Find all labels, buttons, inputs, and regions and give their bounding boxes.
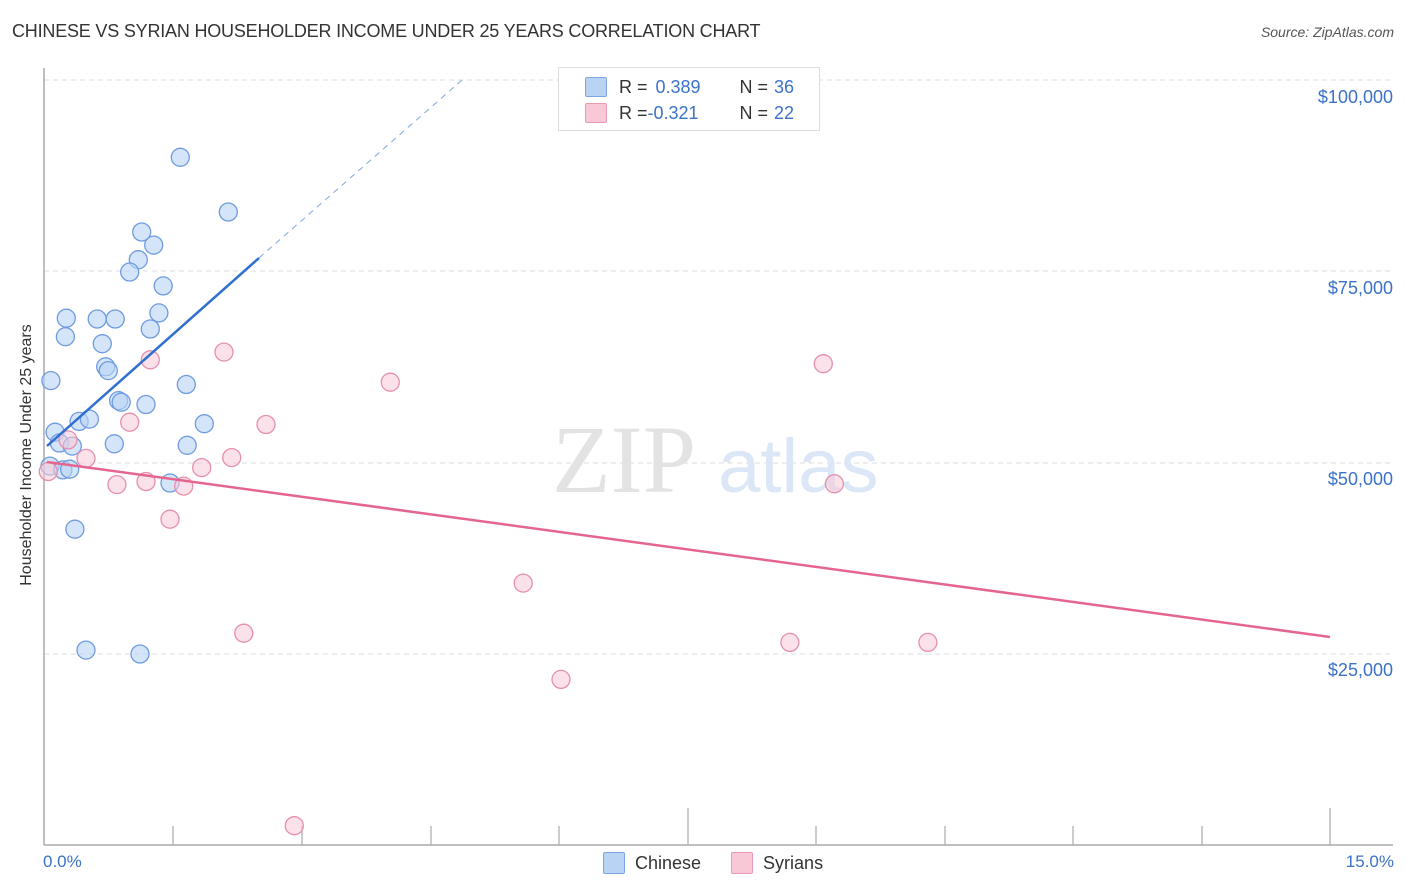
syrian-data-point[interactable]: [214, 342, 234, 362]
n-label: N =: [739, 102, 769, 123]
source-credit: Source: ZipAtlas.com: [1260, 24, 1394, 40]
legend-row-chinese: R = 0.389 N = 36: [585, 75, 794, 99]
legend-item-chinese[interactable]: Chinese: [603, 852, 701, 874]
syrian-data-point[interactable]: [813, 354, 833, 374]
chinese-data-point[interactable]: [92, 334, 112, 354]
chinese-data-point[interactable]: [105, 309, 125, 329]
chinese-data-point[interactable]: [194, 414, 214, 434]
legend-label-chinese: Chinese: [635, 852, 702, 873]
syrian-data-point[interactable]: [380, 372, 400, 392]
chinese-data-point[interactable]: [60, 459, 80, 479]
chinese-data-point[interactable]: [136, 394, 156, 415]
syrian-data-point[interactable]: [824, 474, 845, 494]
chinese-data-point[interactable]: [153, 276, 173, 296]
x-tick-max: 15.0%: [1345, 852, 1394, 871]
syrian-data-point[interactable]: [284, 816, 304, 836]
y-axis-label: Householder Income Under 25 years: [18, 324, 35, 586]
chinese-data-point[interactable]: [87, 309, 107, 329]
series-legend: Chinese Syrians: [603, 852, 853, 874]
syrian-data-point[interactable]: [160, 509, 180, 529]
syrian-data-point[interactable]: [551, 669, 571, 690]
chinese-trend-extension: [258, 79, 463, 259]
chinese-data-point[interactable]: [218, 202, 238, 222]
syrian-data-point[interactable]: [107, 474, 127, 495]
chinese-data-point[interactable]: [177, 435, 197, 455]
svg-text:atlas: atlas: [718, 424, 879, 509]
svg-text:ZIP: ZIP: [552, 406, 696, 513]
chinese-data-point[interactable]: [132, 222, 152, 242]
chinese-trend-line: [46, 257, 260, 447]
syrian-data-point[interactable]: [192, 457, 212, 478]
chinese-data-point[interactable]: [170, 147, 190, 167]
r-label: R =: [619, 76, 648, 97]
gridlines: [44, 79, 1393, 655]
n-value: 36: [774, 76, 795, 97]
chinese-data-point[interactable]: [104, 434, 124, 454]
syrian-data-point[interactable]: [222, 447, 242, 468]
syrian-data-point[interactable]: [234, 623, 254, 643]
y-tick-25000: $25,000: [1327, 660, 1393, 680]
r-value: -0.321: [647, 102, 699, 123]
chinese-swatch-icon: [603, 852, 625, 874]
chinese-data-point[interactable]: [41, 370, 61, 391]
chinese-points: [40, 147, 238, 664]
chinese-data-point[interactable]: [120, 262, 140, 282]
syrian-data-point[interactable]: [140, 350, 160, 370]
syrian-data-point[interactable]: [38, 461, 58, 482]
chinese-swatch-icon: [585, 77, 607, 97]
syrian-data-point[interactable]: [256, 414, 276, 435]
chinese-data-point[interactable]: [140, 319, 160, 339]
chinese-data-point[interactable]: [55, 327, 76, 347]
zipatlas-watermark: ZIP atlas: [552, 406, 879, 513]
chinese-data-point[interactable]: [111, 392, 131, 412]
x-tick-min: 0.0%: [43, 852, 82, 871]
r-value: 0.389: [655, 76, 701, 97]
chinese-data-point[interactable]: [65, 519, 85, 539]
legend-item-syrians[interactable]: Syrians: [731, 852, 823, 874]
x-axis-ticks: [172, 808, 1331, 845]
y-tick-50000: $50,000: [1327, 469, 1393, 489]
syrian-data-point[interactable]: [513, 573, 533, 593]
chinese-data-point[interactable]: [176, 374, 196, 395]
y-tick-75000: $75,000: [1327, 278, 1393, 298]
chinese-data-point[interactable]: [56, 308, 76, 328]
n-label: N =: [739, 76, 769, 97]
legend-label-syrians: Syrians: [763, 852, 824, 873]
r-label: R =: [619, 102, 648, 123]
syrian-data-point[interactable]: [58, 430, 78, 450]
syrian-swatch-icon: [731, 852, 754, 874]
syrian-data-point[interactable]: [780, 632, 800, 653]
y-tick-100000: $100,000: [1317, 87, 1393, 107]
n-value: 22: [774, 102, 795, 123]
legend-row-syrians: R = -0.321 N = 22: [585, 101, 794, 125]
syrian-swatch-icon: [585, 103, 607, 123]
chinese-data-point[interactable]: [79, 409, 100, 429]
syrian-data-point[interactable]: [120, 412, 140, 432]
syrian-points: [38, 342, 938, 836]
syrian-data-point[interactable]: [918, 632, 938, 653]
chinese-data-point[interactable]: [98, 360, 118, 381]
chart-title: CHINESE VS SYRIAN HOUSEHOLDER INCOME UND…: [12, 21, 761, 41]
syrian-trend-line: [46, 460, 1331, 639]
syrian-data-point[interactable]: [76, 448, 96, 469]
correlation-legend: R = 0.389 N = 36 R = -0.321 N = 22: [558, 67, 820, 131]
chinese-data-point[interactable]: [130, 644, 150, 664]
chinese-data-point[interactable]: [144, 235, 164, 255]
chinese-data-point[interactable]: [149, 303, 169, 323]
chinese-data-point[interactable]: [76, 640, 96, 660]
